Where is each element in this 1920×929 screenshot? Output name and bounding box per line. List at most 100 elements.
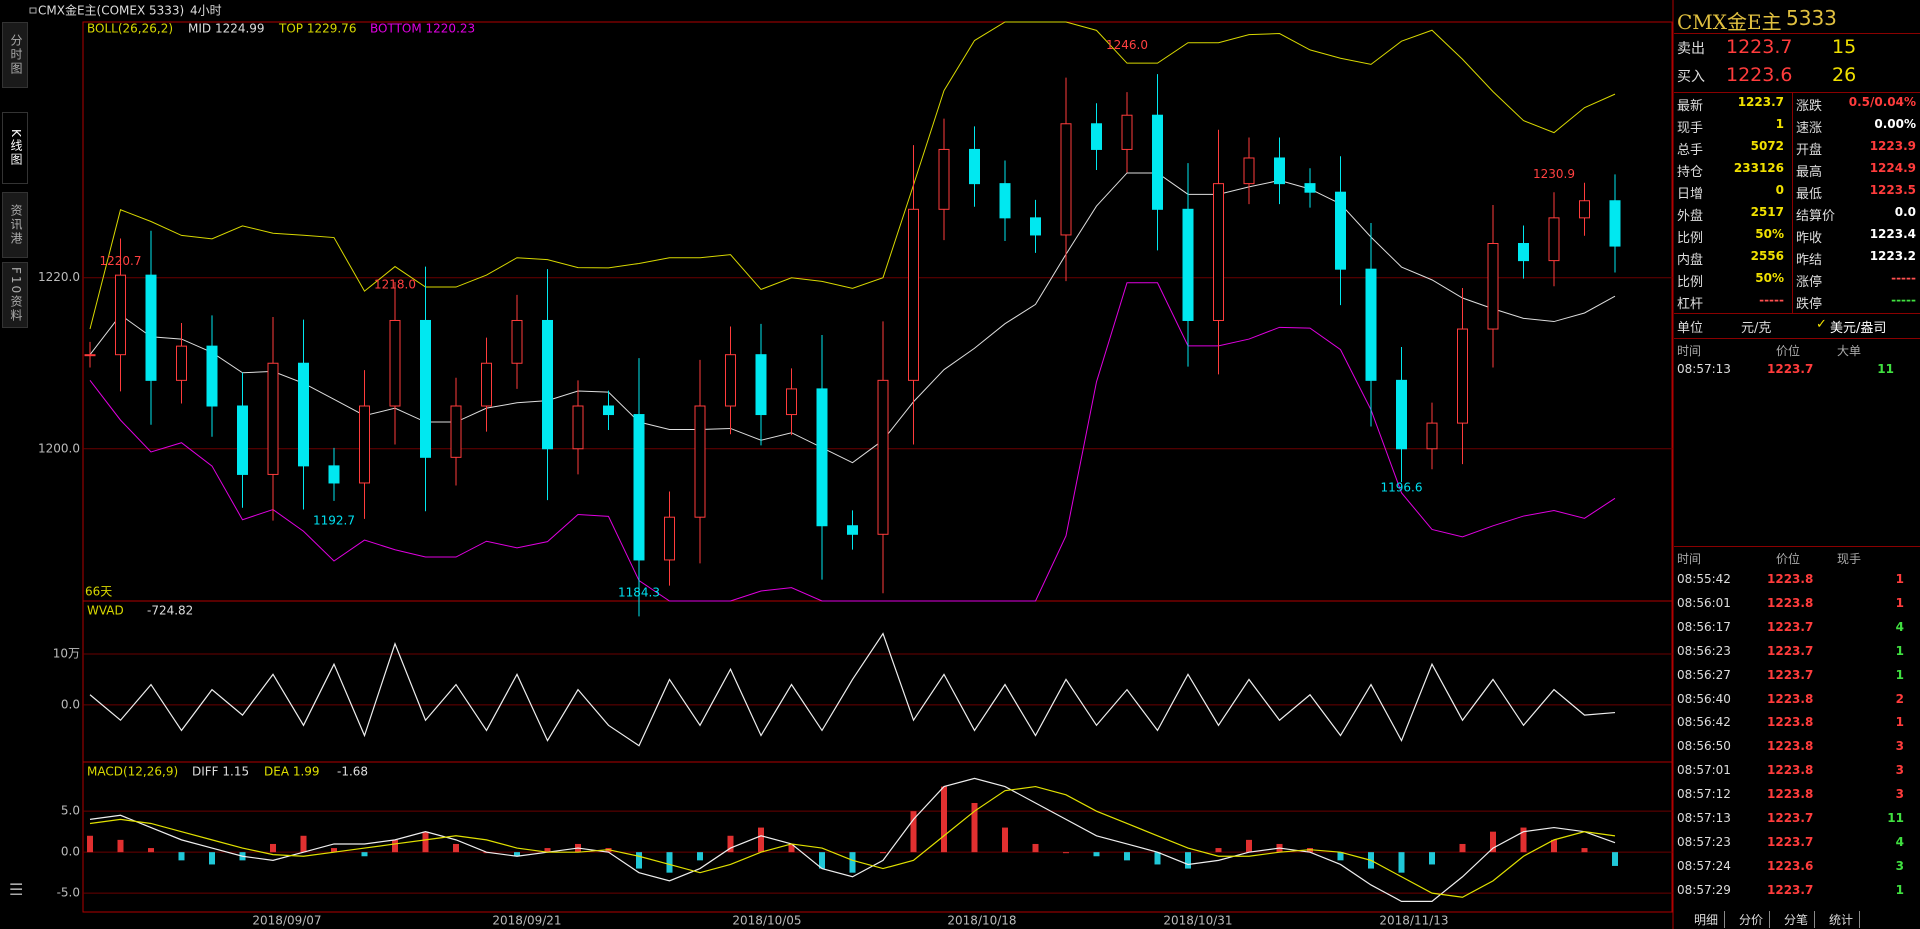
bottom-tab[interactable]: 明细 bbox=[1688, 911, 1726, 928]
boll-band bbox=[89, 21, 1616, 330]
bottom-tab[interactable]: 分价 bbox=[1733, 911, 1771, 928]
row-price: 1223.7 bbox=[1767, 362, 1814, 376]
macd-bar bbox=[788, 843, 795, 853]
side-label: 卖出 bbox=[1677, 41, 1705, 57]
row-time: 08:57:13 bbox=[1677, 811, 1731, 825]
price-annotation: 1220.7 bbox=[100, 254, 142, 268]
candle-body bbox=[1396, 379, 1407, 450]
price-annotation: 1196.6 bbox=[1381, 480, 1423, 494]
side-tab[interactable]: K线图 bbox=[2, 112, 28, 184]
candle-body bbox=[603, 405, 614, 416]
macd-bar bbox=[1002, 827, 1008, 853]
unit-cny[interactable]: 元/克 bbox=[1741, 321, 1772, 336]
candle-body bbox=[725, 354, 736, 407]
side-tab[interactable]: 分时图 bbox=[2, 22, 28, 88]
macd-bar bbox=[1581, 848, 1588, 853]
side-price: 1223.7 bbox=[1726, 36, 1793, 58]
panel-frame bbox=[82, 600, 1673, 763]
boll-bottom: BOTTOM 1220.23 bbox=[370, 22, 475, 36]
bottom-tab[interactable]: 统计 bbox=[1823, 911, 1861, 928]
candle-body bbox=[542, 319, 553, 450]
stat-value: 1223.9 bbox=[1869, 139, 1916, 153]
stat-label: 杠杆 bbox=[1677, 297, 1704, 312]
candle-body bbox=[1579, 200, 1590, 219]
stat-label: 最新 bbox=[1677, 99, 1704, 114]
stat-value: 5072 bbox=[1750, 139, 1784, 153]
candle-body bbox=[145, 274, 157, 381]
panel-frame bbox=[82, 761, 1673, 913]
side-qty: 26 bbox=[1832, 64, 1857, 86]
macd-bar bbox=[1063, 852, 1069, 854]
bottom-tab[interactable]: 分笔 bbox=[1778, 911, 1816, 928]
side-tab[interactable]: 资讯港 bbox=[2, 192, 28, 258]
stat-value: ----- bbox=[1891, 293, 1916, 307]
chart-title: CMX金E主(COMEX 5333) bbox=[38, 3, 184, 18]
y-tick-label: 0.0 bbox=[61, 697, 80, 711]
candle-body bbox=[786, 388, 797, 416]
dea-label: DEA 1.99 bbox=[264, 765, 320, 779]
macd-bar bbox=[1246, 839, 1252, 853]
row-price: 1223.8 bbox=[1767, 595, 1814, 610]
stat-value: 0.00% bbox=[1874, 117, 1916, 131]
macd-bar bbox=[1185, 852, 1191, 869]
stat-value: 50% bbox=[1755, 227, 1784, 241]
row-price: 1223.8 bbox=[1767, 763, 1814, 778]
stat-label: 内盘 bbox=[1677, 253, 1704, 268]
row-time: 08:56:23 bbox=[1677, 643, 1731, 658]
macd-bar bbox=[880, 852, 886, 854]
candle-body bbox=[267, 362, 279, 475]
candle-body bbox=[1243, 157, 1255, 185]
macd-bar bbox=[1215, 848, 1222, 853]
macd-bar bbox=[971, 802, 978, 853]
macd-bar bbox=[727, 835, 734, 853]
stat-label: 外盘 bbox=[1677, 209, 1704, 224]
row-qty: 2 bbox=[1895, 691, 1904, 706]
x-tick-label: 2018/10/05 bbox=[732, 914, 801, 928]
candle-body bbox=[1121, 114, 1133, 150]
boll-mid: MID 1224.99 bbox=[188, 22, 265, 36]
row-time: 08:56:50 bbox=[1677, 739, 1731, 754]
macd-bar bbox=[331, 848, 337, 853]
stat-label: 跌停 bbox=[1796, 297, 1823, 312]
y-tick-label: 5.0 bbox=[61, 804, 80, 818]
stat-value: 1223.2 bbox=[1869, 249, 1916, 263]
side-label: 买入 bbox=[1677, 69, 1705, 85]
symbol-name: CMX金E主 bbox=[1677, 10, 1782, 34]
row-time: 08:57:29 bbox=[1677, 882, 1731, 897]
row-price: 1223.8 bbox=[1767, 739, 1814, 754]
candle-body bbox=[450, 405, 462, 458]
quote-panel: CMX金E主 5333 卖出 1223.7 15 买入 1223.6 26 最新 1223.7 涨跌… bbox=[1674, 0, 1920, 929]
candle-body bbox=[664, 516, 675, 561]
day-count: 66天 bbox=[85, 585, 112, 599]
stat-value: 2556 bbox=[1750, 249, 1784, 263]
row-price: 1223.7 bbox=[1767, 882, 1814, 897]
indicator-value: -724.82 bbox=[147, 604, 193, 618]
macd-bar bbox=[1612, 852, 1618, 866]
macd-bar bbox=[87, 835, 93, 853]
macd-bar bbox=[148, 848, 154, 853]
stat-label: 现手 bbox=[1677, 121, 1704, 136]
candle-body bbox=[420, 319, 431, 458]
row-price: 1223.7 bbox=[1767, 643, 1814, 658]
dea-line bbox=[89, 785, 1616, 898]
separator bbox=[1792, 93, 1793, 313]
y-tick-label: 1220.0 bbox=[38, 270, 80, 284]
y-tick-label: 0.0 bbox=[61, 845, 80, 859]
unit-label: 单位 bbox=[1677, 321, 1704, 336]
macd-bar bbox=[270, 843, 276, 853]
candle-body bbox=[1060, 123, 1072, 236]
macd-bar bbox=[849, 852, 856, 873]
macd-bar bbox=[1154, 852, 1161, 865]
macd-bar bbox=[636, 852, 642, 869]
table-header: 价位 bbox=[1776, 344, 1801, 358]
row-qty: 3 bbox=[1895, 858, 1904, 873]
macd-bar bbox=[819, 852, 825, 869]
row-time: 08:55:42 bbox=[1677, 572, 1731, 586]
table-header: 时间 bbox=[1677, 552, 1702, 566]
side-tab[interactable]: F10资料 bbox=[2, 262, 28, 328]
candle-body bbox=[1304, 183, 1316, 193]
row-price: 1223.8 bbox=[1767, 691, 1814, 706]
unit-usd[interactable]: 美元/盎司 bbox=[1830, 321, 1887, 336]
row-qty: 1 bbox=[1895, 882, 1904, 897]
separator bbox=[1674, 313, 1920, 314]
